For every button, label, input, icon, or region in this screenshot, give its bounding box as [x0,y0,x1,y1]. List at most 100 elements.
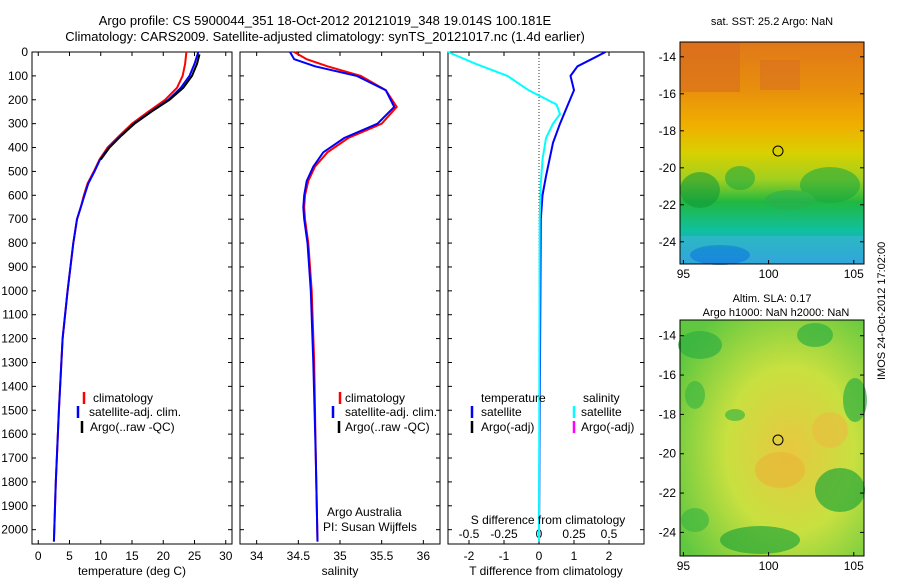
depth-tick-label: 500 [8,164,28,178]
salinity-legend: climatology satellite-adj. clim. Argo(..… [331,391,437,434]
legend-label-argo: Argo(..raw -QC) [345,420,430,434]
depth-tick-label: 700 [8,212,28,226]
temperature-legend: climatology satellite-adj. clim. Argo(..… [76,391,181,434]
depth-tick-label: 1900 [1,499,28,513]
difference-legend-salinity: salinity satellite Argo(-adj) [572,391,634,434]
series-line [538,51,606,542]
x-tick-label: 0 [536,549,543,563]
temperature-series [52,51,201,542]
depth-tick-label: 0 [21,45,28,59]
legend-label-t-satellite: satellite [481,405,522,419]
legend-label-s-argo: Argo(-adj) [581,420,634,434]
x-tick-label: -1 [499,549,510,563]
x-tick-label: 35.5 [370,549,394,563]
legend-label-t-argo: Argo(-adj) [481,420,534,434]
salinity-xlabel: salinity [322,564,359,578]
depth-tick-label: 1800 [1,475,28,489]
sst-map-title: sat. SST: 25.2 Argo: NaN [711,16,833,28]
x-tick-label: 30 [219,549,233,563]
lon-tick-label: 95 [677,267,691,281]
figure-title-line1: Argo profile: CS 5900044_351 18-Oct-2012… [98,13,552,28]
x-tick-label: 34 [250,549,264,563]
lat-tick-label: -14 [659,329,677,343]
depth-tick-label: 1300 [1,355,28,369]
sla-texture [678,323,867,554]
x-tick-label: 15 [125,549,139,563]
series-line [52,51,200,542]
legend-label-climatology: climatology [345,391,405,405]
depth-tick-label: 1500 [1,403,28,417]
depth-tick-label: 1000 [1,284,28,298]
depth-tick-label: 100 [8,69,28,83]
depth-tick-label: 600 [8,188,28,202]
lat-tick-label: -24 [659,235,677,249]
difference-axes-frame [447,51,645,545]
lat-tick-label: -20 [659,161,677,175]
top-tick-label: 0.5 [601,527,618,541]
pi-annotation: PI: Susan Wijffels [323,520,417,534]
series-line [289,51,396,542]
sst-texture [680,42,864,265]
x-tick-label: 35 [333,549,347,563]
sla-map-title-2: Argo h1000: NaN h2000: NaN [703,307,850,319]
float-location-marker [772,434,784,446]
difference-top-label: S difference from climatology [471,513,626,527]
lat-tick-label: -24 [659,525,677,539]
series-line [99,54,201,161]
depth-tick-label: 300 [8,117,28,131]
lat-tick-label: -16 [659,87,677,101]
legend-label-satellite: satellite-adj. clim. [345,405,437,419]
temperature-x-axis: 0 5 10 15 20 25 30 [35,51,233,563]
sst-map-frame [679,41,865,265]
series-line [447,51,562,542]
lat-tick-label: -22 [659,198,677,212]
lat-tick-label: -14 [659,50,677,64]
x-tick-label: 10 [94,549,108,563]
salinity-x-axis: 34 34.5 35 35.5 36 [240,51,440,563]
depth-tick-label: 400 [8,141,28,155]
difference-series [447,51,606,542]
depth-tick-label: 1100 [2,308,28,322]
depth-axis: 0 100 200 300 400 500 600 700 800 900 1000 1100 1200… [1,45,36,537]
legend-label-argo: Argo(..raw -QC) [90,420,175,434]
lat-tick-label: -18 [659,407,677,421]
sla-lon-ticks: 95 100 105 [677,552,864,573]
depth-tick-label: 900 [8,260,28,274]
sla-map-title-1: Altim. SLA: 0.17 [733,293,812,305]
x-tick-label: 36 [417,549,431,563]
lat-tick-label: -18 [659,124,677,138]
x-tick-label: 2 [606,549,613,563]
depth-tick-label: 200 [8,93,28,107]
x-tick-label: 25 [188,549,202,563]
salinity-axes-frame [239,51,441,545]
depth-tick-label: 1200 [1,332,28,346]
imos-timestamp: IMOS 24-Oct-2012 17:02:00 [876,241,888,380]
difference-legend-temperature: temperature satellite Argo(-adj) [470,391,546,434]
depth-tick-label: 1600 [1,427,28,441]
lat-tick-label: -16 [659,368,677,382]
owner-annotation: Argo Australia [327,505,402,519]
lon-tick-label: 105 [844,559,864,573]
legend-label-s-satellite: satellite [581,405,622,419]
x-tick-label: 0 [35,549,42,563]
x-tick-label: 5 [66,549,73,563]
lat-tick-label: -20 [659,447,677,461]
depth-tick-label: 1700 [1,451,28,465]
figure-title-line2: Climatology: CARS2009. Satellite-adjuste… [65,29,585,44]
salinity-panel: 34 34.5 35 35.5 36 salinity climatology sate… [239,51,441,578]
depth-tick-label: 2000 [1,523,28,537]
sst-map-panel: sat. SST: 25.2 Argo: NaN -14 -16 -18 -20 -22… [659,16,865,281]
lon-tick-label: 100 [759,267,779,281]
legend-label-climatology: climatology [93,391,153,405]
lat-tick-label: -22 [659,486,677,500]
sst-lat-ticks: -14 -16 -18 -20 -22 -24 [659,50,864,249]
x-tick-label: 1 [571,549,578,563]
difference-xlabel: T difference from climatology [469,564,623,578]
difference-panel: -2 -1 0 1 2 -0.5 -0.25 0 0.25 0.5 T difference f… [447,51,645,578]
x-tick-label: -2 [464,549,475,563]
difference-x-axis: -2 -1 0 1 2 [448,51,644,563]
top-tick-label: -0.5 [459,527,480,541]
sla-lat-ticks: -14 -16 -18 -20 -22 -24 [659,329,864,539]
depth-tick-label: 1400 [1,379,28,393]
